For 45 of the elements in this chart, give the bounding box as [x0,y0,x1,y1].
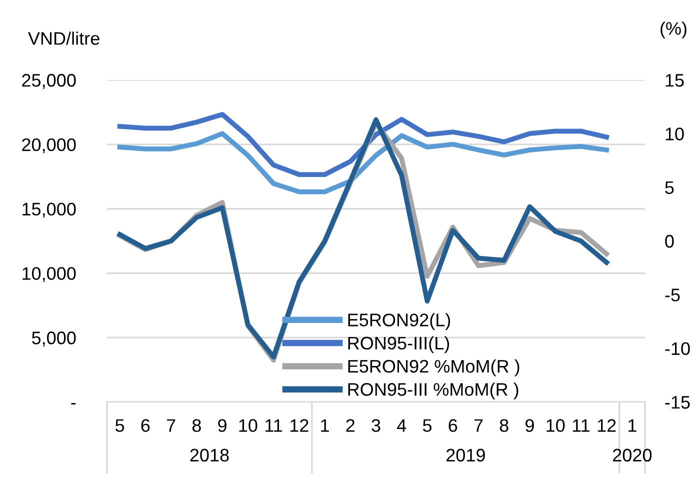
x-tick-label: 5 [116,419,124,432]
legend-label: RON95-III(L) [348,336,450,354]
text: 2019 [446,448,485,462]
x-tick-label: 2 [346,419,354,432]
x-tick-label: 8 [500,419,508,432]
x-tick-label: 9 [218,419,226,432]
x-tick-label: 10 [546,419,565,432]
y-tick-label: 25,000 [22,74,76,89]
x-tick-label: 10 [239,419,258,432]
x-tick-label: 11 [266,419,282,432]
text: 2018 [190,448,229,462]
y2-tick-label: -15 [665,396,690,409]
y2-axis-title: (%) [660,22,686,38]
x-tick-label: 6 [141,419,150,432]
line-series [117,112,609,177]
x-tick-label: 4 [397,419,406,432]
y-axis-title: VND/litre [28,32,100,45]
x-tick-label: 5 [422,419,432,432]
x-tick-label: 1 [321,419,329,432]
x-tick-label: 9 [526,419,534,432]
y-tick-label: - [71,403,76,404]
legend-label: E5RON92(L) [348,313,450,330]
line-series [117,131,609,194]
x-tick-label: 7 [474,419,483,432]
y2-tick-label: 15 [666,74,684,87]
y-tick-label: 5,000 [32,332,76,346]
x-tick-label: 6 [448,419,458,432]
y2-tick-label: -10 [665,342,690,356]
x-tick-label: 12 [598,419,616,432]
x-tick-label: 11 [572,419,590,432]
x-tick-label: 12 [290,419,308,432]
legend-label: E5RON92 %MoM(R ) [348,359,520,376]
x-tick-label: 1 [628,419,636,432]
y2-tick-label: -5 [665,288,680,302]
y-tick-label: 10,000 [22,267,76,282]
y-tick-label: 15,000 [22,202,76,218]
x-tick-label: 3 [372,419,380,432]
text: 2020 [613,448,652,462]
y2-tick-label: 0 [665,234,674,248]
y2-tick-label: 5 [665,181,674,194]
legend-label: RON95-III %MoM(R ) [348,382,518,400]
y2-tick-label: 10 [666,128,684,140]
x-tick-label: 8 [192,419,201,432]
x-tick-label: 7 [166,419,176,432]
y-tick-label: 20,000 [22,138,76,154]
